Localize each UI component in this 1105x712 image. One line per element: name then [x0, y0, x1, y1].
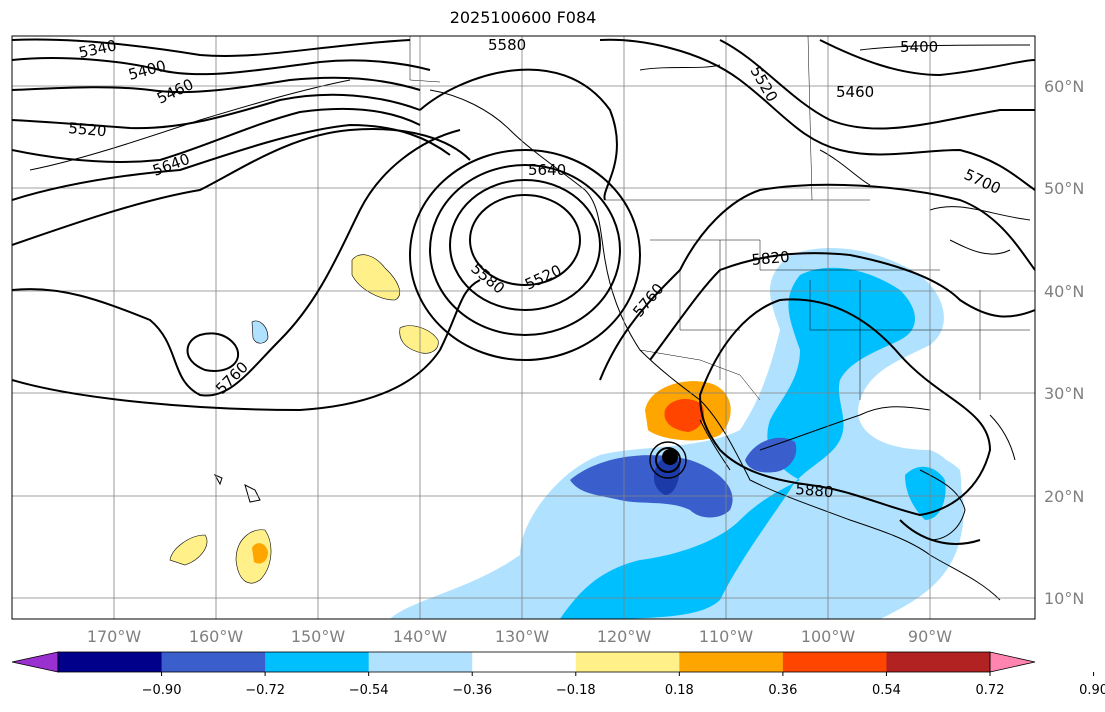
- cyclone-ring: [655, 447, 681, 473]
- colorbar-tick-label: −0.90: [142, 683, 182, 698]
- lon-label: 90°W: [908, 627, 952, 646]
- colorbar-box: [679, 652, 784, 672]
- lon-label: 160°W: [189, 627, 244, 646]
- colorbar-box: [886, 652, 991, 672]
- map-title: 2025100600 F084: [449, 8, 597, 27]
- colorbar-tick-label: 0.18: [665, 683, 694, 698]
- cyclone-ring-outer: [649, 441, 687, 479]
- colorbar-box: [58, 652, 163, 672]
- lon-label: 170°W: [87, 627, 142, 646]
- lon-label: 120°W: [597, 627, 652, 646]
- lat-label: 50°N: [1044, 179, 1084, 198]
- lon-label: 110°W: [699, 627, 754, 646]
- lon-label: 100°W: [801, 627, 856, 646]
- colorbar-box: [782, 652, 887, 672]
- contour-label: 5640: [528, 161, 566, 179]
- coastlines: [29, 44, 1031, 601]
- latitude-labels: 60°N 50°N 40°N 30°N 20°N 10°N: [1044, 77, 1084, 608]
- colorbar-box: [265, 652, 370, 672]
- colorbar-tick-label: −0.54: [349, 683, 389, 698]
- colorbar-box: [575, 652, 680, 672]
- contour-label: 5580: [488, 36, 526, 54]
- colorbar-box: [368, 652, 473, 672]
- lon-label: 140°W: [393, 627, 448, 646]
- colorbar-tick-label: 0.90: [1079, 683, 1105, 698]
- contour-label: 5400: [900, 38, 938, 56]
- colorbar-tick-label: 0.54: [872, 683, 901, 698]
- colorbar-extend-low: [11, 651, 59, 673]
- contour-label: 5520: [68, 119, 108, 140]
- lon-label: 150°W: [291, 627, 346, 646]
- contour-label: 5820: [751, 248, 791, 269]
- lat-label: 20°N: [1044, 487, 1084, 506]
- colorbar: −0.90 −0.72 −0.54 −0.36 −0.18 0.18 0.36 0.54 0.7…: [11, 651, 1105, 698]
- height-contours: [12, 38, 1035, 545]
- contour-label: 5880: [795, 480, 835, 501]
- contour-label: 5460: [836, 83, 874, 101]
- colorbar-outline: [57, 651, 991, 673]
- lat-label: 30°N: [1044, 384, 1084, 403]
- colorbar-tick-label: −0.18: [556, 683, 596, 698]
- colorbar-tick-label: −0.72: [245, 683, 285, 698]
- colorbar-extend-high: [989, 651, 1036, 673]
- colorbar-box: [472, 652, 577, 672]
- shaded-field: [169, 247, 964, 619]
- colorbar-tick-label: 0.36: [768, 683, 797, 698]
- lat-label: 10°N: [1044, 589, 1084, 608]
- colorbar-tick-label: 0.72: [976, 683, 1005, 698]
- colorbar-box: [161, 652, 266, 672]
- lat-label: 40°N: [1044, 282, 1084, 301]
- lat-label: 60°N: [1044, 77, 1084, 96]
- map-border: [11, 35, 1036, 620]
- graticule: [12, 36, 1035, 619]
- longitude-labels: 170°W 160°W 150°W 140°W 130°W 120°W 110°…: [87, 627, 952, 646]
- colorbar-tick-label: −0.36: [452, 683, 492, 698]
- lon-label: 130°W: [495, 627, 550, 646]
- cyclone-center-icon: [662, 449, 678, 465]
